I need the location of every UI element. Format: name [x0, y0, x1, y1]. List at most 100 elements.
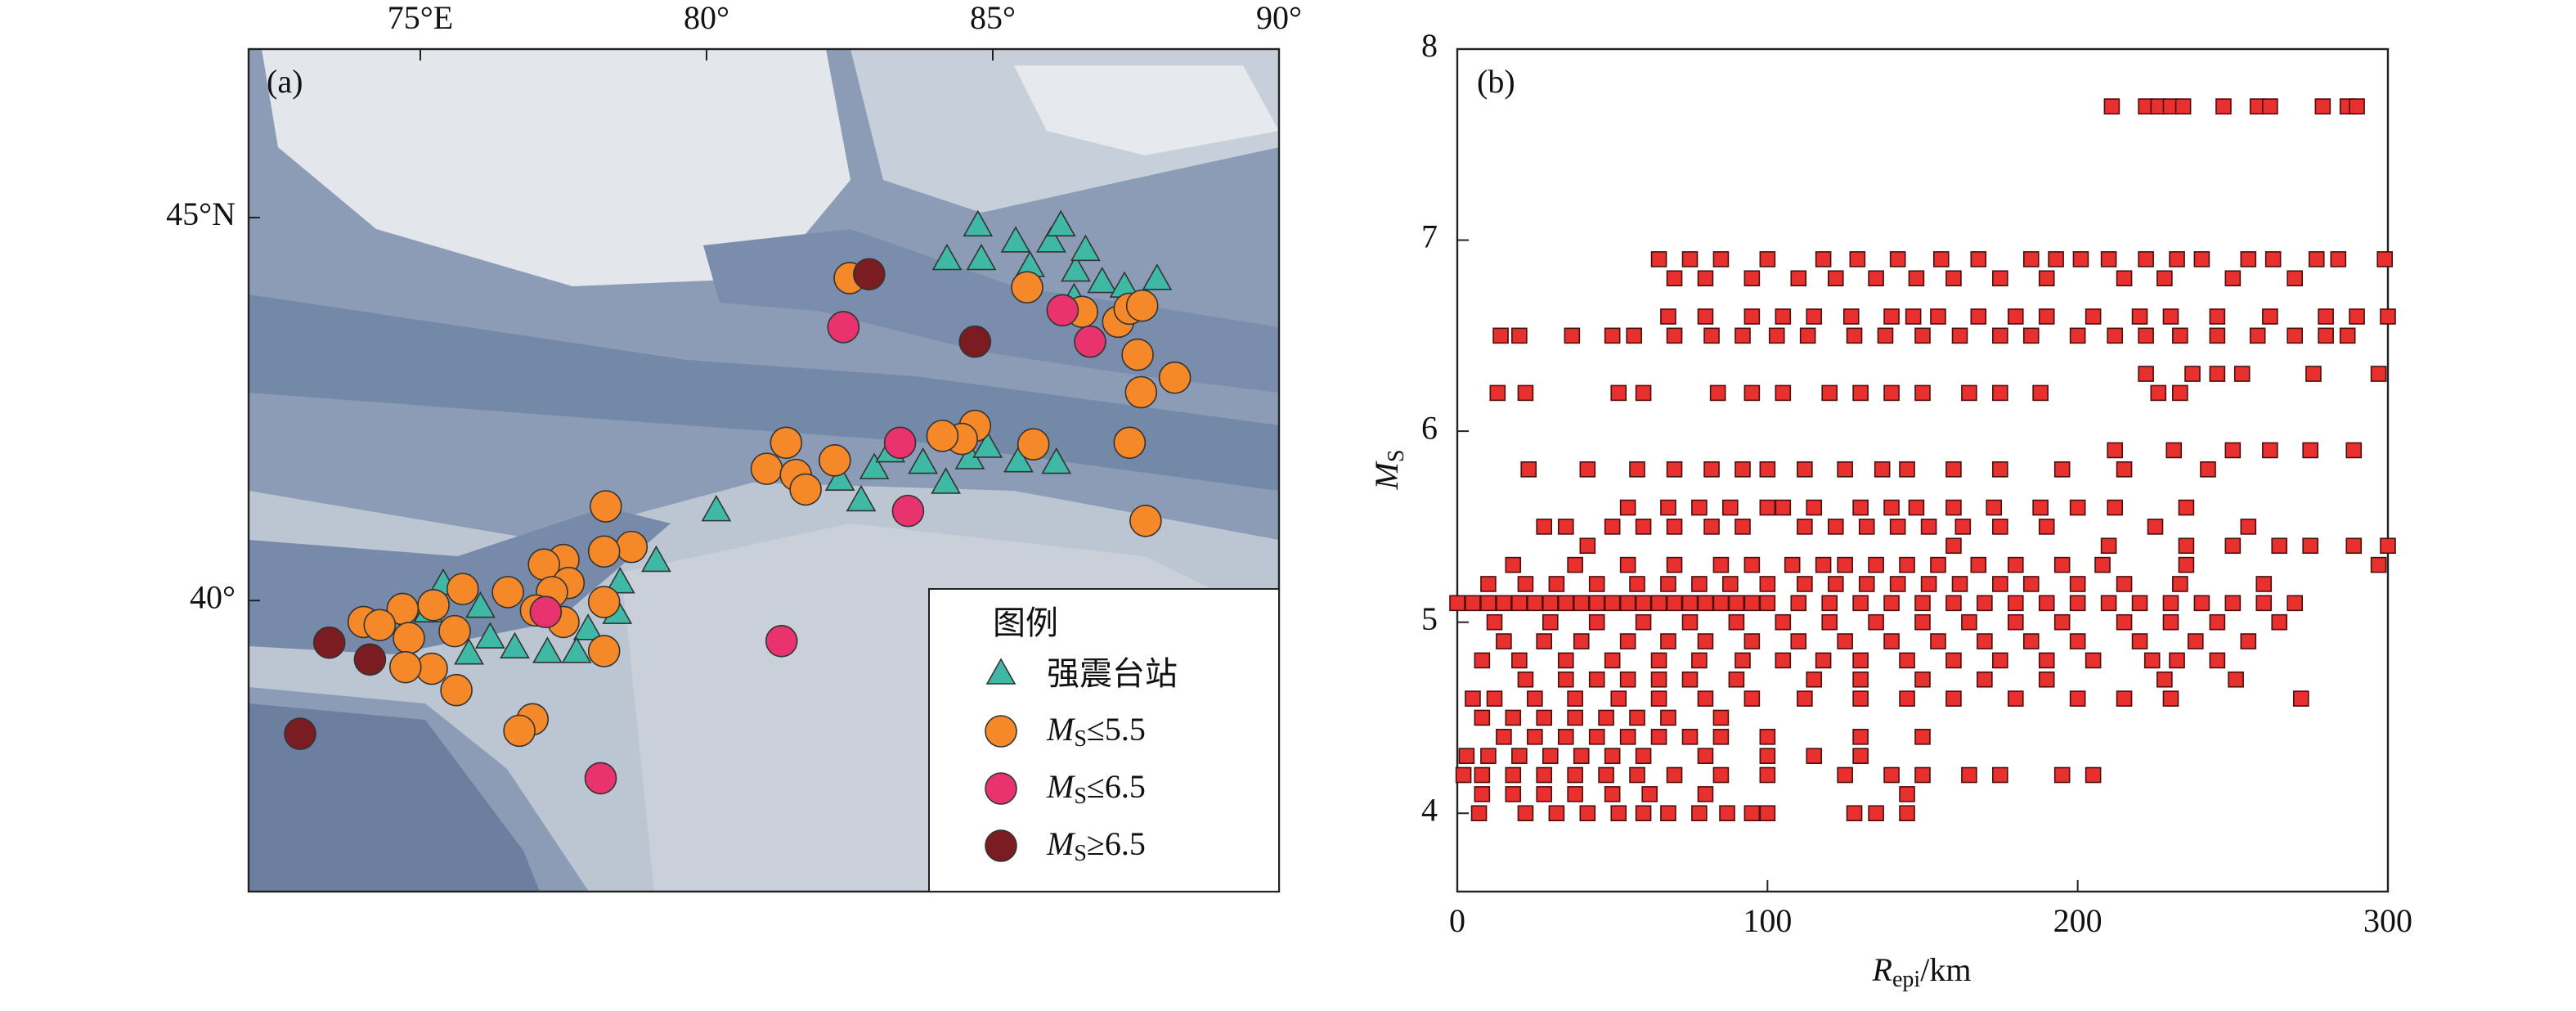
- point: [2330, 251, 2347, 267]
- event-marker: [1113, 426, 1147, 460]
- point: [1480, 576, 1497, 592]
- point: [1650, 729, 1667, 745]
- point: [2085, 308, 2102, 325]
- point: [2100, 537, 2117, 555]
- point: [2022, 633, 2040, 649]
- point: [2107, 499, 2123, 516]
- point: [1852, 652, 1869, 669]
- point: [1650, 690, 1667, 707]
- point: [1930, 633, 1946, 649]
- legend-marker: [985, 715, 1017, 748]
- point: [1744, 270, 1761, 287]
- point: [1536, 786, 1553, 802]
- point: [2038, 595, 2055, 612]
- point: [1660, 308, 1676, 325]
- point: [1697, 633, 1714, 649]
- point: [1914, 729, 1931, 745]
- point: [1775, 308, 1792, 325]
- point: [1837, 633, 1853, 649]
- point: [1951, 327, 1968, 344]
- point: [2162, 690, 2179, 707]
- point: [1744, 556, 1761, 573]
- point: [2380, 308, 2396, 325]
- point: [1868, 556, 1884, 573]
- point: [1806, 499, 1823, 516]
- point: [2116, 576, 2133, 592]
- point: [1511, 595, 1528, 612]
- point: [1474, 709, 1491, 726]
- point: [1806, 748, 1823, 764]
- x-tick-label: 300: [2363, 902, 2412, 939]
- station-marker: [966, 243, 997, 271]
- legend-label: MS≥6.5: [1046, 825, 1146, 866]
- event-marker: [615, 530, 648, 564]
- point: [1797, 690, 1813, 707]
- point: [1908, 499, 1925, 516]
- point: [1505, 709, 1522, 726]
- point: [1883, 384, 1900, 402]
- point: [1703, 327, 1720, 344]
- point: [1557, 671, 1574, 688]
- point: [1914, 766, 1931, 784]
- station-marker: [1041, 447, 1072, 474]
- point: [1465, 690, 1481, 707]
- point: [1681, 595, 1699, 612]
- event-marker: [503, 714, 536, 748]
- point: [2224, 270, 2242, 287]
- point: [1579, 805, 1596, 822]
- station-marker: [1142, 263, 1173, 290]
- point: [1527, 729, 1543, 745]
- point: [1797, 519, 1813, 535]
- point: [1837, 556, 1853, 573]
- point: [1852, 729, 1869, 745]
- point: [2169, 251, 2185, 267]
- point: [2184, 366, 2201, 382]
- point: [2169, 652, 2185, 669]
- point: [2138, 327, 2154, 344]
- point: [1588, 576, 1605, 592]
- point: [1474, 786, 1491, 802]
- point: [1930, 556, 1946, 573]
- point: [1889, 519, 1906, 535]
- point: [1712, 251, 1730, 267]
- point: [1932, 251, 1950, 267]
- point: [2131, 308, 2148, 325]
- point: [2287, 595, 2303, 612]
- point: [1666, 595, 1683, 612]
- point: [2038, 652, 2055, 669]
- station-marker: [1087, 266, 1118, 294]
- point: [1666, 461, 1683, 478]
- point: [1660, 709, 1676, 726]
- point: [1598, 766, 1614, 784]
- point: [1852, 499, 1869, 516]
- point: [1877, 327, 1894, 344]
- station-marker: [561, 636, 592, 663]
- station-marker: [475, 622, 505, 649]
- point: [2162, 595, 2179, 612]
- event-marker: [587, 586, 621, 618]
- point: [2048, 251, 2064, 267]
- point: [1681, 251, 1699, 267]
- point: [2262, 98, 2278, 115]
- point: [1542, 613, 1559, 631]
- event-marker: [1125, 289, 1159, 322]
- point: [2069, 327, 2086, 344]
- point: [1542, 748, 1559, 764]
- point: [1660, 576, 1676, 592]
- point: [1815, 652, 1832, 669]
- point: [1666, 766, 1683, 784]
- station-marker: [500, 631, 530, 659]
- point: [1977, 595, 1993, 612]
- point: [2209, 366, 2226, 382]
- point: [1874, 461, 1891, 478]
- point: [2209, 308, 2226, 325]
- point: [1744, 595, 1761, 612]
- point: [1759, 576, 1776, 592]
- point: [1629, 461, 1645, 478]
- point: [1610, 805, 1627, 822]
- legend-marker: [985, 829, 1017, 862]
- point: [2178, 537, 2195, 555]
- station-marker: [824, 464, 855, 491]
- point: [2038, 671, 2055, 688]
- point: [1542, 595, 1559, 612]
